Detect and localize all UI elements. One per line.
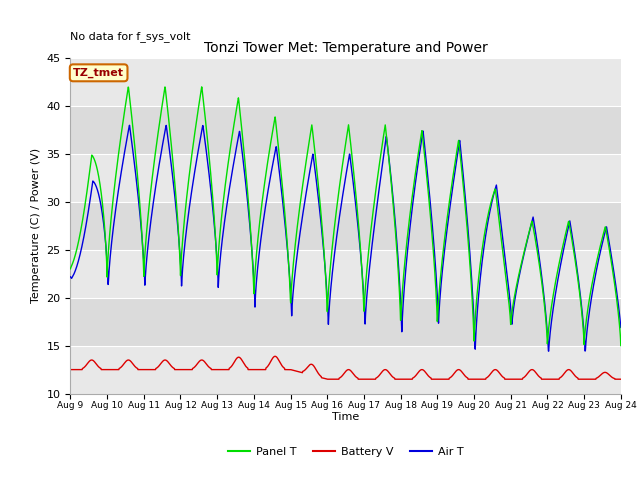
Bar (70, 298, 621, 346)
Panel T (506, 307, 513, 313)
Battery V (362, 376, 370, 382)
Line: Air T: Air T (70, 125, 621, 351)
Title: Tonzi Tower Met: Temperature and Power: Tonzi Tower Met: Temperature and Power (204, 41, 488, 55)
Text: No data for f_sys_volt: No data for f_sys_volt (70, 31, 191, 42)
Panel T (374, 174, 381, 180)
Battery V (271, 353, 279, 359)
Panel T (362, 282, 369, 288)
Air T (545, 348, 552, 354)
Air T (67, 274, 74, 280)
Line: Panel T: Panel T (70, 87, 621, 346)
Bar (70, 106, 621, 154)
Air T (569, 236, 577, 241)
Panel T (67, 266, 74, 272)
Air T (220, 222, 228, 228)
Bar (70, 202, 621, 250)
Panel T (584, 307, 591, 313)
Air T (125, 122, 133, 128)
Line: Battery V: Battery V (70, 356, 621, 379)
Air T (584, 320, 592, 326)
Panel T (220, 192, 228, 197)
X-axis label: Time: Time (332, 412, 359, 421)
Battery V (220, 367, 228, 372)
Battery V (67, 367, 74, 372)
Y-axis label: Temperature (C) / Power (V): Temperature (C) / Power (V) (31, 148, 41, 303)
Air T (374, 198, 381, 204)
Text: TZ_tmet: TZ_tmet (73, 68, 124, 78)
Panel T (617, 343, 625, 348)
Air T (362, 310, 369, 316)
Battery V (584, 376, 592, 382)
Air T (617, 324, 625, 330)
Battery V (569, 370, 577, 376)
Air T (506, 294, 513, 300)
Battery V (324, 376, 332, 382)
Legend: Panel T, Battery V, Air T: Panel T, Battery V, Air T (223, 443, 468, 462)
Battery V (617, 376, 625, 382)
Panel T (568, 240, 576, 245)
Panel T (198, 84, 205, 90)
Battery V (506, 376, 514, 382)
Battery V (374, 374, 381, 380)
